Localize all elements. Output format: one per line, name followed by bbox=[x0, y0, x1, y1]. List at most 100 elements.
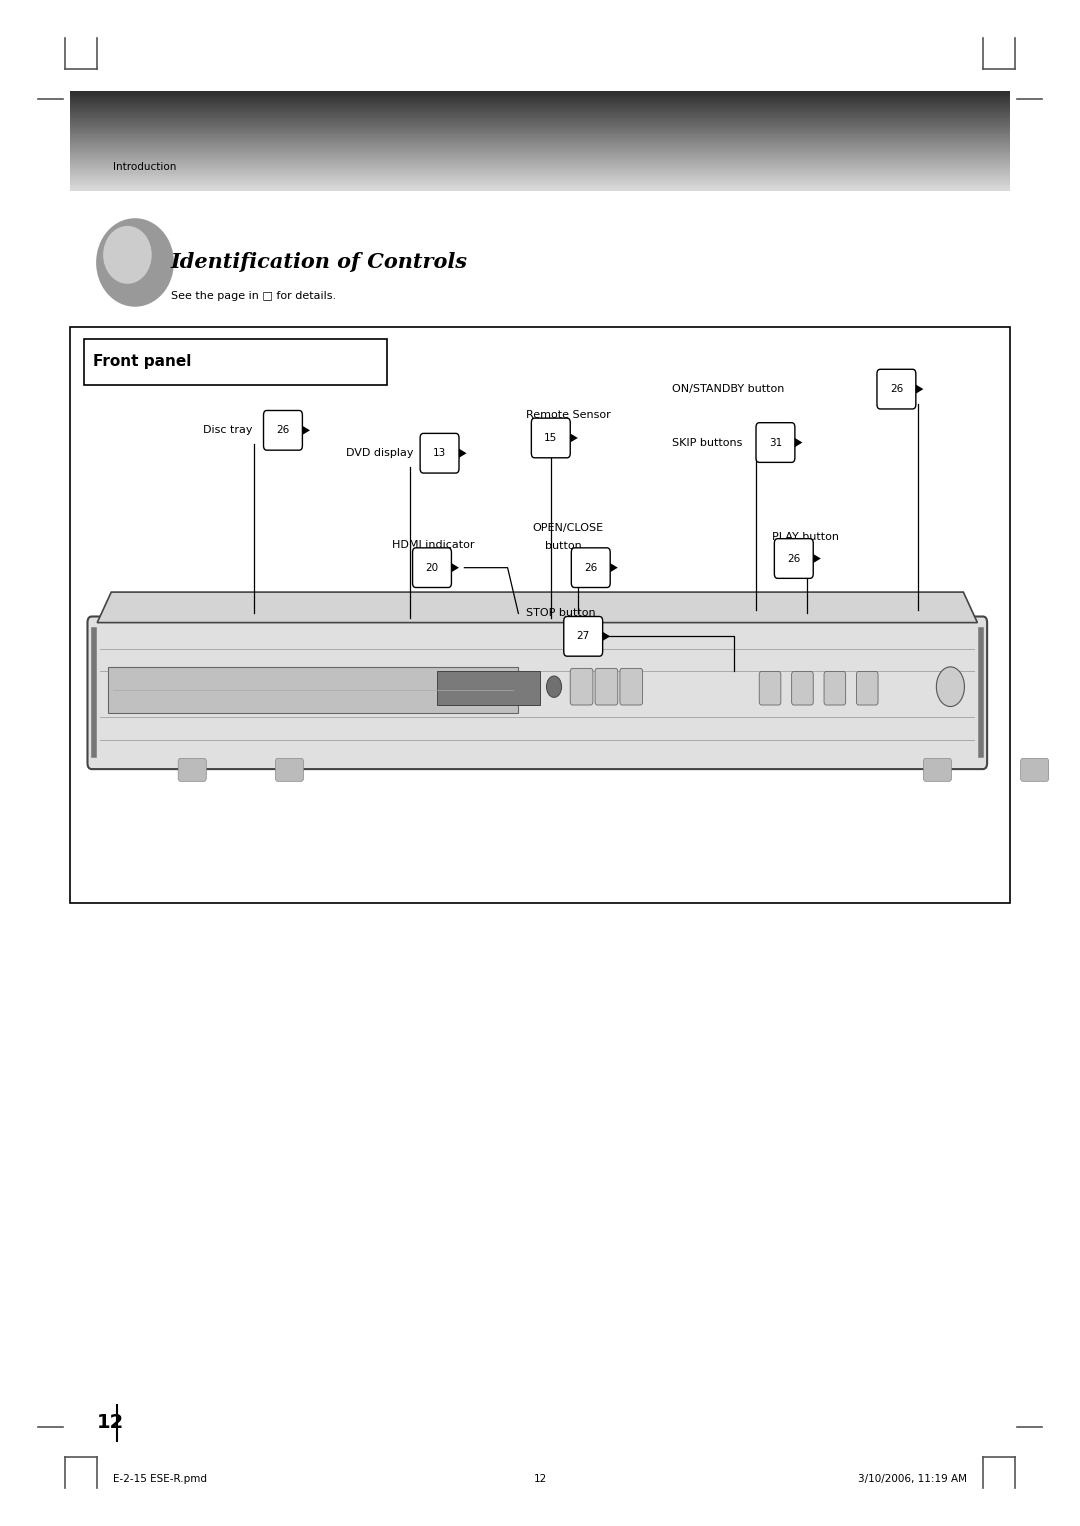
FancyBboxPatch shape bbox=[70, 116, 1010, 118]
FancyBboxPatch shape bbox=[70, 111, 1010, 114]
FancyBboxPatch shape bbox=[70, 102, 1010, 104]
Text: 26: 26 bbox=[584, 563, 597, 572]
FancyBboxPatch shape bbox=[70, 183, 1010, 186]
FancyBboxPatch shape bbox=[923, 758, 951, 781]
FancyBboxPatch shape bbox=[70, 114, 1010, 116]
Text: 12: 12 bbox=[97, 1413, 124, 1431]
FancyBboxPatch shape bbox=[70, 134, 1010, 136]
FancyBboxPatch shape bbox=[70, 133, 1010, 134]
Polygon shape bbox=[610, 563, 618, 572]
FancyBboxPatch shape bbox=[70, 156, 1010, 157]
FancyBboxPatch shape bbox=[70, 95, 1010, 96]
Circle shape bbox=[546, 676, 562, 697]
Text: 26: 26 bbox=[890, 385, 903, 394]
Text: Front panel: Front panel bbox=[93, 354, 191, 369]
Text: E-2-15 ESE-R.pmd: E-2-15 ESE-R.pmd bbox=[113, 1474, 207, 1483]
FancyBboxPatch shape bbox=[70, 188, 1010, 189]
FancyBboxPatch shape bbox=[595, 668, 618, 705]
FancyBboxPatch shape bbox=[70, 131, 1010, 134]
FancyBboxPatch shape bbox=[70, 98, 1010, 99]
Polygon shape bbox=[451, 563, 459, 572]
Text: Disc tray: Disc tray bbox=[203, 426, 253, 435]
Text: PLAY button: PLAY button bbox=[772, 533, 839, 542]
FancyBboxPatch shape bbox=[824, 671, 846, 705]
FancyBboxPatch shape bbox=[571, 548, 610, 588]
Ellipse shape bbox=[104, 226, 151, 284]
Text: SKIP buttons: SKIP buttons bbox=[672, 438, 742, 447]
FancyBboxPatch shape bbox=[178, 758, 206, 781]
FancyBboxPatch shape bbox=[70, 163, 1010, 166]
FancyBboxPatch shape bbox=[70, 99, 1010, 101]
Text: 20: 20 bbox=[426, 563, 438, 572]
Text: 13: 13 bbox=[433, 449, 446, 458]
Text: ON/STANDBY button: ON/STANDBY button bbox=[672, 385, 784, 394]
FancyBboxPatch shape bbox=[70, 143, 1010, 145]
FancyBboxPatch shape bbox=[70, 168, 1010, 169]
FancyBboxPatch shape bbox=[70, 148, 1010, 150]
FancyBboxPatch shape bbox=[70, 157, 1010, 159]
FancyBboxPatch shape bbox=[70, 108, 1010, 110]
Polygon shape bbox=[795, 438, 802, 447]
Text: 26: 26 bbox=[787, 554, 800, 563]
FancyBboxPatch shape bbox=[70, 128, 1010, 130]
FancyBboxPatch shape bbox=[856, 671, 878, 705]
FancyBboxPatch shape bbox=[70, 175, 1010, 177]
FancyBboxPatch shape bbox=[70, 127, 1010, 128]
Text: See the page in □ for details.: See the page in □ for details. bbox=[171, 291, 336, 301]
FancyBboxPatch shape bbox=[70, 143, 1010, 146]
FancyBboxPatch shape bbox=[70, 119, 1010, 122]
FancyBboxPatch shape bbox=[70, 140, 1010, 142]
FancyBboxPatch shape bbox=[70, 136, 1010, 137]
FancyBboxPatch shape bbox=[70, 174, 1010, 175]
FancyBboxPatch shape bbox=[70, 137, 1010, 139]
Polygon shape bbox=[459, 449, 467, 458]
FancyBboxPatch shape bbox=[70, 121, 1010, 122]
FancyBboxPatch shape bbox=[1021, 758, 1049, 781]
Polygon shape bbox=[97, 592, 977, 623]
Text: 15: 15 bbox=[544, 433, 557, 443]
FancyBboxPatch shape bbox=[275, 758, 303, 781]
Text: HDMI indicator: HDMI indicator bbox=[392, 540, 474, 549]
FancyBboxPatch shape bbox=[264, 410, 302, 450]
FancyBboxPatch shape bbox=[70, 177, 1010, 179]
FancyBboxPatch shape bbox=[84, 339, 387, 385]
FancyBboxPatch shape bbox=[70, 111, 1010, 113]
FancyBboxPatch shape bbox=[70, 104, 1010, 107]
FancyBboxPatch shape bbox=[792, 671, 813, 705]
FancyBboxPatch shape bbox=[70, 162, 1010, 163]
FancyBboxPatch shape bbox=[70, 118, 1010, 119]
FancyBboxPatch shape bbox=[70, 165, 1010, 168]
FancyBboxPatch shape bbox=[70, 93, 1010, 95]
Polygon shape bbox=[813, 554, 821, 563]
FancyBboxPatch shape bbox=[70, 122, 1010, 124]
FancyBboxPatch shape bbox=[70, 171, 1010, 174]
FancyBboxPatch shape bbox=[70, 160, 1010, 162]
FancyBboxPatch shape bbox=[70, 139, 1010, 142]
FancyBboxPatch shape bbox=[70, 180, 1010, 182]
Text: 3/10/2006, 11:19 AM: 3/10/2006, 11:19 AM bbox=[858, 1474, 967, 1483]
Text: OPEN/CLOSE: OPEN/CLOSE bbox=[532, 523, 604, 533]
FancyBboxPatch shape bbox=[570, 668, 593, 705]
FancyBboxPatch shape bbox=[70, 107, 1010, 108]
FancyBboxPatch shape bbox=[70, 159, 1010, 162]
FancyBboxPatch shape bbox=[70, 169, 1010, 172]
Text: Identification of Controls: Identification of Controls bbox=[171, 252, 468, 273]
FancyBboxPatch shape bbox=[70, 104, 1010, 105]
Text: 27: 27 bbox=[577, 632, 590, 641]
FancyBboxPatch shape bbox=[70, 150, 1010, 151]
FancyBboxPatch shape bbox=[70, 179, 1010, 182]
FancyBboxPatch shape bbox=[70, 142, 1010, 143]
FancyBboxPatch shape bbox=[564, 617, 603, 656]
FancyBboxPatch shape bbox=[70, 186, 1010, 188]
FancyBboxPatch shape bbox=[70, 189, 1010, 191]
FancyBboxPatch shape bbox=[70, 146, 1010, 148]
FancyBboxPatch shape bbox=[70, 92, 1010, 95]
FancyBboxPatch shape bbox=[70, 90, 1010, 93]
FancyBboxPatch shape bbox=[70, 182, 1010, 183]
FancyBboxPatch shape bbox=[70, 150, 1010, 153]
FancyBboxPatch shape bbox=[70, 172, 1010, 174]
Polygon shape bbox=[570, 433, 578, 443]
FancyBboxPatch shape bbox=[70, 96, 1010, 98]
Ellipse shape bbox=[96, 218, 174, 307]
Polygon shape bbox=[603, 632, 610, 641]
